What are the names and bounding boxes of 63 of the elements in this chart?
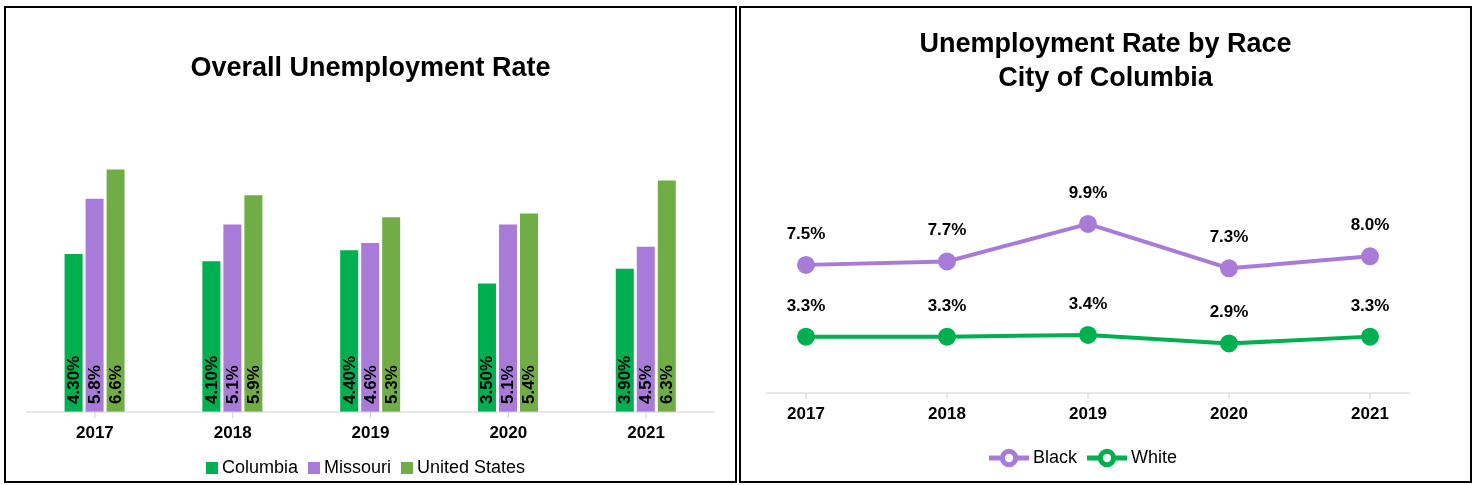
bar <box>361 242 380 412</box>
point <box>1079 214 1097 233</box>
data-label: 7.3% <box>1209 227 1249 247</box>
point <box>1361 327 1379 346</box>
x-tick-label: 2020 <box>489 423 528 443</box>
bar <box>657 180 676 412</box>
x-tick-label: 2017 <box>787 404 825 424</box>
point <box>1220 334 1238 353</box>
point <box>1220 259 1238 278</box>
legend-label: White <box>1131 446 1178 467</box>
data-label: 3.4% <box>1068 293 1108 313</box>
bar <box>85 198 104 412</box>
x-tick-label: 2021 <box>1351 404 1389 424</box>
chart-title: Overall Unemployment Rate <box>189 51 552 84</box>
data-label: 3.90% <box>615 355 635 404</box>
bar <box>382 217 401 412</box>
data-label: 4.6% <box>360 365 380 404</box>
data-label: 4.10% <box>201 355 221 404</box>
data-label: 8.0% <box>1350 215 1390 235</box>
x-tick-label: 2018 <box>928 404 966 424</box>
legend-label: Black <box>1032 446 1077 467</box>
bar <box>244 195 263 412</box>
data-label: 5.1% <box>222 365 242 404</box>
x-tick-label: 2019 <box>1069 404 1107 424</box>
chart-subtitle: City of Columbia <box>997 61 1214 94</box>
data-label: 5.3% <box>381 365 401 404</box>
point <box>797 255 815 274</box>
data-label: 3.3% <box>927 295 967 315</box>
data-label: 5.9% <box>243 365 263 404</box>
x-tick-label: 2019 <box>351 423 390 443</box>
data-label: 4.30% <box>64 355 84 404</box>
data-label: 5.1% <box>498 365 518 404</box>
bar <box>636 246 655 412</box>
data-label: 5.4% <box>519 365 539 404</box>
data-label: 7.5% <box>786 223 826 243</box>
data-label: 3.3% <box>1350 295 1390 315</box>
data-label: 2.9% <box>1209 302 1249 322</box>
legend-label: Columbia <box>221 457 298 477</box>
chart-title: Unemployment Rate by Race <box>918 27 1293 60</box>
data-label: 5.8% <box>85 365 105 404</box>
data-label: 6.6% <box>106 365 126 404</box>
point <box>938 327 956 346</box>
bar <box>106 169 125 412</box>
data-label: 3.3% <box>786 295 826 315</box>
legend-label: United States <box>417 457 526 477</box>
data-label: 4.40% <box>339 355 359 404</box>
x-tick-label: 2020 <box>1210 404 1248 424</box>
point <box>1361 247 1379 266</box>
x-tick-label: 2017 <box>75 423 114 443</box>
data-label: 6.3% <box>657 365 677 404</box>
x-tick-label: 2021 <box>627 423 666 443</box>
point <box>938 252 956 271</box>
bar <box>519 213 538 412</box>
data-label: 4.5% <box>636 365 656 404</box>
bar <box>223 224 242 412</box>
legend-label: Missouri <box>323 457 391 477</box>
data-label: 3.50% <box>477 355 497 404</box>
point <box>1079 325 1097 344</box>
bar <box>498 224 517 412</box>
x-tick-label: 2018 <box>213 423 252 443</box>
data-label: 7.7% <box>927 220 967 240</box>
point <box>797 327 815 346</box>
data-label: 9.9% <box>1068 182 1108 202</box>
